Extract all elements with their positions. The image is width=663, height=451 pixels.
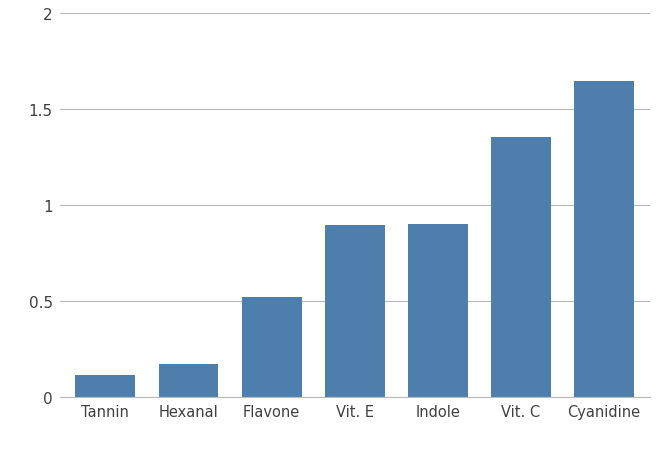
Bar	[158, 364, 218, 397]
Bar	[574, 82, 634, 397]
Bar	[325, 226, 385, 397]
Bar	[242, 297, 302, 397]
Bar	[491, 138, 551, 397]
Bar	[76, 375, 135, 397]
Bar	[408, 224, 467, 397]
